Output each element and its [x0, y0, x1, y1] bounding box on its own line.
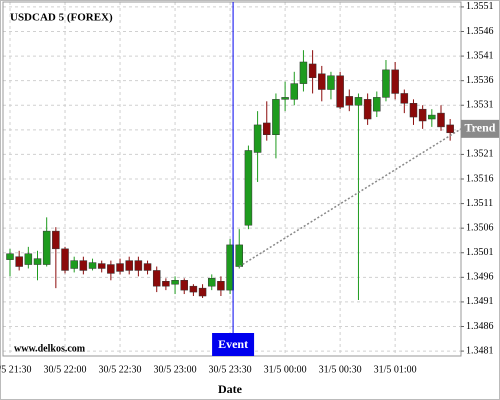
candle-body — [253, 124, 262, 153]
candle-body — [107, 264, 115, 274]
candle-body — [327, 75, 335, 90]
candle-body — [290, 83, 299, 100]
candle-body — [235, 244, 243, 267]
candle-body — [418, 108, 427, 122]
y-tick-label: 1.3486 — [466, 321, 494, 332]
chart-title: USDCAD 5 (FOREX) — [10, 12, 113, 24]
candle-body — [373, 97, 381, 112]
candle-body — [400, 93, 409, 104]
x-tick-label: 30/5 22:00 — [43, 364, 86, 375]
y-tick-label: 1.3531 — [466, 100, 494, 111]
y-tick-label: 1.3536 — [466, 75, 494, 86]
y-tick-label: 1.3541 — [466, 50, 494, 61]
candle-body — [88, 262, 97, 269]
candle-body — [6, 253, 14, 260]
candle-body — [244, 150, 253, 226]
candle-body — [198, 287, 207, 297]
candle-body — [446, 124, 454, 134]
candle-body — [33, 258, 42, 265]
y-tick-label: 1.3546 — [466, 26, 494, 37]
candle-body — [143, 263, 152, 271]
watermark: www.delkos.com — [14, 343, 86, 354]
candle-body — [226, 244, 234, 291]
y-tick-label: 1.3511 — [466, 198, 493, 209]
y-tick-label: 1.3506 — [466, 222, 494, 233]
x-tick-label: 31/5 00:30 — [319, 364, 362, 375]
candle-body — [171, 280, 179, 285]
candle-body — [437, 112, 445, 128]
candle-body — [263, 122, 271, 135]
y-tick-label: 1.3521 — [466, 149, 494, 160]
candle-body — [97, 263, 106, 269]
candle-body — [152, 270, 161, 287]
candle-body — [391, 69, 399, 94]
trend-label: Trend — [465, 121, 496, 135]
x-tick-label: 30/5 23:30 — [209, 364, 252, 375]
x-tick-label: 30/5 23:00 — [154, 364, 197, 375]
event-label: Event — [218, 337, 248, 351]
candle-body — [61, 248, 69, 271]
candle-body — [207, 278, 216, 287]
x-axis-label: Date — [218, 382, 243, 396]
candle-body — [336, 75, 344, 108]
y-tick-label: 1.3496 — [466, 272, 494, 283]
y-tick-label: 1.3551 — [466, 1, 494, 12]
candle-body — [116, 263, 124, 272]
candle-body — [189, 285, 198, 293]
event-badge — [212, 333, 255, 356]
trend-line — [238, 128, 462, 268]
x-tick-label: 30/5 22:30 — [99, 364, 142, 375]
y-tick-label: 1.3516 — [466, 173, 494, 184]
y-tick-label: 1.3481 — [466, 345, 494, 356]
x-tick-label: 30/5 21:30 — [0, 364, 32, 375]
candle-body — [409, 103, 418, 118]
candle-body — [42, 230, 51, 265]
y-tick-label: 1.3501 — [466, 247, 494, 258]
trend-badge — [461, 119, 499, 138]
candle-body — [24, 253, 33, 265]
candle-body — [428, 114, 436, 120]
x-tick-label: 31/5 00:00 — [264, 364, 307, 375]
candle-body — [180, 280, 188, 291]
candle-body — [318, 73, 326, 90]
candle-body — [281, 97, 289, 100]
candle-body — [134, 260, 143, 271]
candle-body — [125, 260, 133, 271]
candle-body — [354, 97, 363, 106]
candle-body — [15, 256, 23, 267]
candle-body — [345, 96, 354, 106]
candle-body — [308, 63, 317, 78]
candle-body — [382, 69, 390, 98]
y-tick-label: 1.3491 — [466, 296, 494, 307]
candle-body — [272, 99, 280, 135]
candle-body — [70, 260, 78, 269]
candle-body — [217, 281, 225, 291]
candle-body — [162, 281, 170, 287]
candle-body — [79, 260, 88, 271]
x-tick-label: 31/5 01:00 — [374, 364, 417, 375]
candle-body — [52, 230, 60, 250]
candle-body — [299, 61, 308, 84]
candle-body — [363, 99, 372, 120]
